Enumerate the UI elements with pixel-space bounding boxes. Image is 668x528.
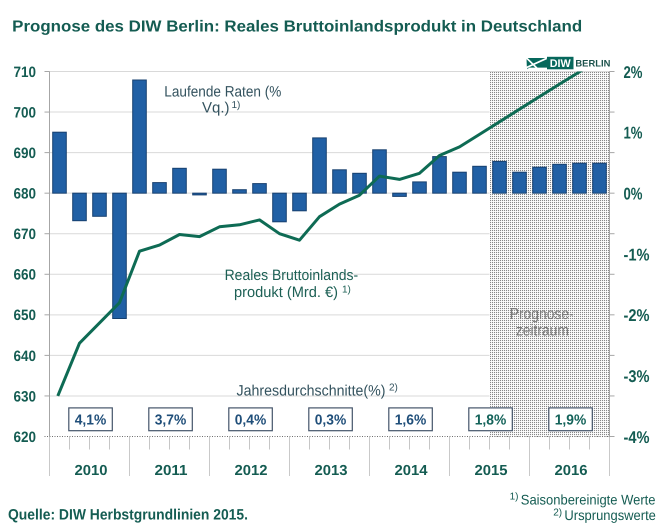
svg-text:Prognose des DIW Berlin: Reale: Prognose des DIW Berlin: Reales Bruttoin… (12, 19, 582, 36)
svg-text:630: 630 (14, 388, 37, 405)
svg-text:produkt (Mrd. €): produkt (Mrd. €) (234, 284, 338, 301)
svg-text:Vq.): Vq.) (202, 100, 230, 117)
svg-text:-1%: -1% (624, 245, 650, 264)
svg-text:1%: 1% (624, 124, 643, 143)
svg-text:-3%: -3% (624, 367, 650, 386)
svg-text:2013: 2013 (315, 463, 348, 479)
svg-text:2015: 2015 (475, 463, 508, 479)
svg-text:680: 680 (14, 186, 37, 203)
svg-text:2010: 2010 (75, 463, 108, 479)
svg-text:zeitraum: zeitraum (516, 323, 569, 340)
svg-text:650: 650 (14, 307, 37, 324)
svg-text:0%: 0% (624, 185, 643, 204)
svg-text:Quelle: DIW Herbstgrundlinien: Quelle: DIW Herbstgrundlinien 2015. (8, 507, 248, 524)
svg-text:4,1%: 4,1% (75, 412, 107, 428)
svg-text:2011: 2011 (155, 463, 188, 479)
svg-text:1,8%: 1,8% (475, 412, 507, 428)
svg-text:-2%: -2% (624, 306, 650, 325)
svg-text:2014: 2014 (395, 463, 428, 479)
svg-text:Jahresdurchschnitte(%): Jahresdurchschnitte(%) (237, 383, 386, 400)
svg-text:1): 1) (232, 100, 241, 111)
svg-text:1,6%: 1,6% (395, 412, 427, 428)
svg-text:1,9%: 1,9% (555, 412, 587, 428)
svg-text:Laufende Raten (%: Laufende Raten (% (164, 84, 281, 101)
svg-text:BERLIN: BERLIN (575, 59, 610, 70)
svg-text:0,4%: 0,4% (235, 412, 267, 428)
svg-text:1): 1) (342, 285, 351, 296)
svg-text:2%: 2% (624, 63, 643, 82)
svg-text:2012: 2012 (235, 463, 268, 479)
svg-text:2016: 2016 (555, 463, 588, 479)
svg-text:Ursprungswerte: Ursprungswerte (564, 507, 656, 523)
svg-text:2): 2) (553, 507, 562, 518)
svg-text:0,3%: 0,3% (315, 412, 347, 428)
svg-text:620: 620 (14, 429, 37, 446)
svg-text:690: 690 (14, 145, 37, 162)
svg-text:Reales Bruttoinlands-: Reales Bruttoinlands- (225, 267, 359, 284)
svg-text:-4%: -4% (624, 428, 650, 447)
svg-text:2): 2) (389, 383, 398, 394)
svg-text:700: 700 (14, 104, 37, 121)
svg-text:Saisonbereinigte Werte: Saisonbereinigte Werte (521, 492, 656, 508)
svg-text:3,7%: 3,7% (155, 412, 187, 428)
svg-text:Prognose-: Prognose- (510, 306, 574, 323)
svg-text:670: 670 (14, 226, 37, 243)
svg-text:640: 640 (14, 348, 37, 365)
svg-text:710: 710 (14, 64, 37, 81)
svg-text:DIW: DIW (550, 58, 572, 70)
svg-text:1): 1) (510, 492, 519, 503)
svg-text:660: 660 (14, 267, 37, 284)
